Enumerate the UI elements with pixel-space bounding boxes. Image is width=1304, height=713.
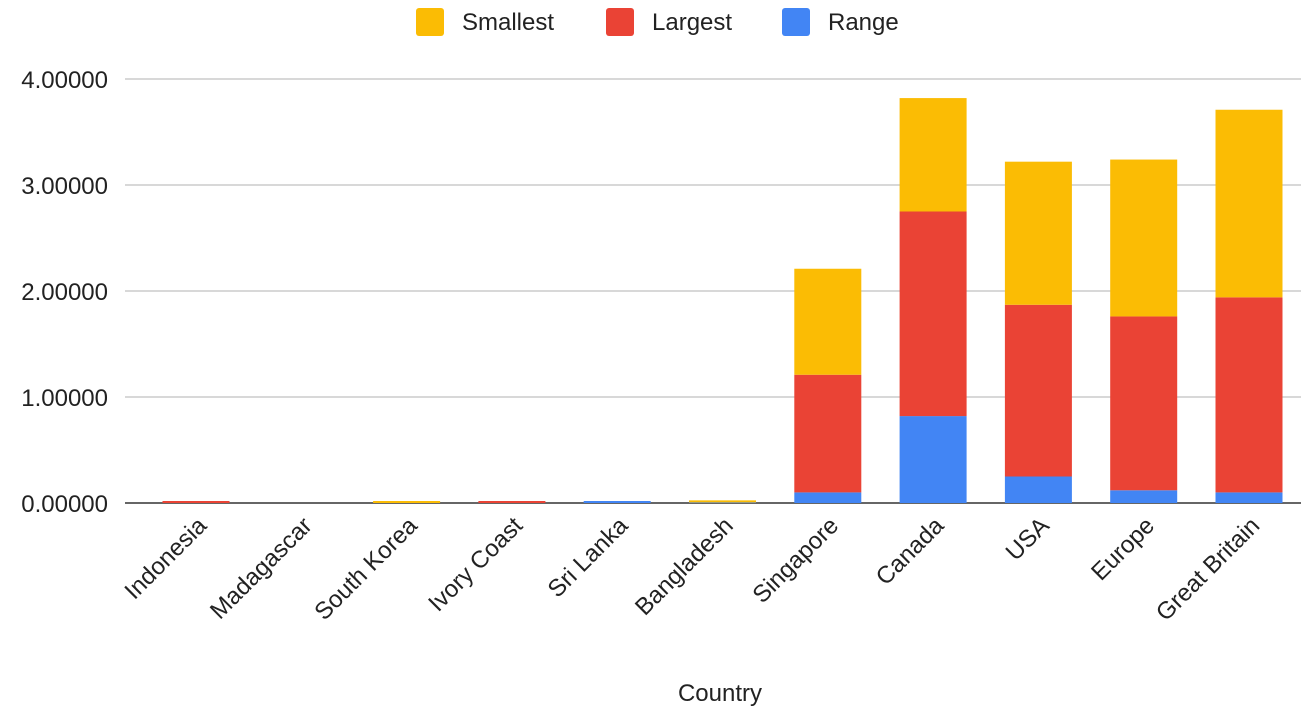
legend-swatch bbox=[782, 8, 810, 36]
x-tick-label: Canada bbox=[871, 512, 950, 591]
bars bbox=[162, 98, 1283, 503]
bar-segment-smallest bbox=[373, 501, 441, 503]
y-tick-label: 2.00000 bbox=[21, 279, 108, 306]
bar-segment-largest bbox=[794, 374, 862, 493]
bar-segment-range bbox=[899, 416, 967, 503]
axes: 0.00000 1.00000 2.00000 3.00000 4.00000 Indon… bbox=[21, 67, 1265, 627]
x-tick-label: South Korea bbox=[309, 512, 423, 626]
bar-segment-smallest bbox=[794, 268, 862, 375]
x-tick-label: Bangladesh bbox=[630, 512, 739, 621]
bar-segment-largest bbox=[1004, 304, 1072, 477]
bar-segment-largest bbox=[162, 501, 230, 503]
legend-label: Largest bbox=[652, 9, 732, 36]
bar-segment-smallest bbox=[1215, 109, 1283, 298]
bar-segment-largest bbox=[1110, 316, 1178, 491]
x-axis-title: Country bbox=[678, 680, 762, 707]
legend: Smallest Largest Range bbox=[416, 8, 899, 36]
legend-item: Largest bbox=[606, 8, 732, 36]
y-tick-label: 4.00000 bbox=[21, 67, 108, 94]
legend-swatch bbox=[416, 8, 444, 36]
bar-segment-smallest bbox=[899, 98, 967, 212]
x-tick-label: Sri Lanka bbox=[543, 512, 634, 603]
x-tick-label: USA bbox=[1001, 512, 1055, 566]
y-tick-label: 3.00000 bbox=[21, 173, 108, 200]
bar-segment-range bbox=[583, 501, 651, 503]
x-tick-label: Singapore bbox=[748, 512, 844, 608]
legend-swatch bbox=[606, 8, 634, 36]
gridlines bbox=[125, 78, 1301, 504]
bar-segment-range bbox=[1004, 476, 1072, 503]
bar-segment-largest bbox=[478, 501, 546, 503]
legend-item: Range bbox=[782, 8, 899, 36]
x-tick-label: Europe bbox=[1086, 512, 1160, 586]
x-tick-label: Madagascar bbox=[205, 512, 317, 624]
legend-item: Smallest bbox=[416, 8, 554, 36]
y-tick-label: 0.00000 bbox=[21, 491, 108, 518]
bar-segment-smallest bbox=[1110, 159, 1178, 317]
x-tick-label: Indonesia bbox=[120, 512, 213, 605]
bar-segment-smallest bbox=[689, 500, 756, 503]
bar-segment-range bbox=[1215, 492, 1283, 503]
x-tick-label: Ivory Coast bbox=[423, 512, 528, 617]
x-tick-label: Great Britain bbox=[1151, 512, 1265, 626]
bar-segment-smallest bbox=[1004, 161, 1072, 305]
bar-segment-largest bbox=[1215, 297, 1283, 493]
y-tick-label: 1.00000 bbox=[21, 385, 108, 412]
legend-label: Smallest bbox=[462, 9, 554, 36]
bar-segment-range bbox=[794, 492, 862, 503]
bar-segment-largest bbox=[899, 211, 967, 417]
legend-label: Range bbox=[828, 9, 899, 36]
bar-segment-range bbox=[1110, 490, 1178, 503]
